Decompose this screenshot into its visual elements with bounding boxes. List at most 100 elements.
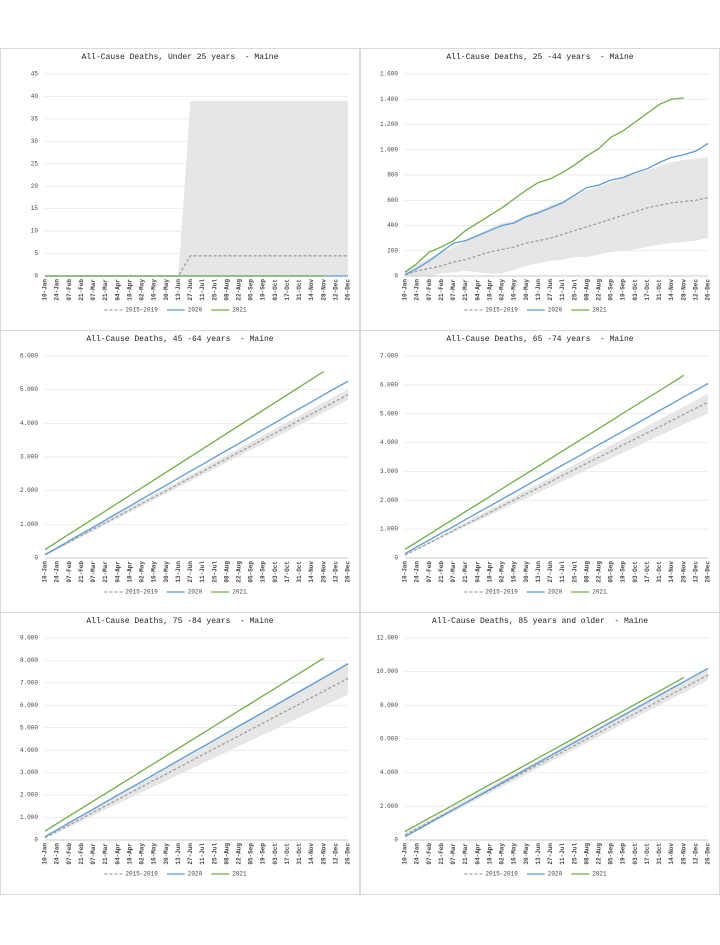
- y-tick-label: 4.000: [20, 747, 38, 754]
- legend-label: 2020: [548, 871, 563, 878]
- y-tick-label: 0: [394, 555, 398, 562]
- x-tick-label: 28-Nov: [320, 561, 327, 583]
- x-tick-label: 02-May: [139, 279, 146, 301]
- y-tick-label: 0: [34, 555, 38, 562]
- series-line: [404, 676, 685, 833]
- x-tick-label: 12-Dec: [332, 279, 339, 301]
- x-tick-label: 30-May: [163, 843, 170, 865]
- y-tick-label: 0: [34, 273, 38, 280]
- x-tick-label: 21-Feb: [438, 843, 445, 865]
- x-tick-label: 26-Dec: [345, 561, 352, 583]
- x-tick-label: 14-Nov: [308, 279, 315, 301]
- y-tick-label: 6.000: [20, 353, 38, 360]
- legend-label: 2021: [592, 589, 607, 596]
- x-tick-label: 16-May: [511, 279, 518, 301]
- series-line: [44, 663, 349, 838]
- x-tick-label: 03-Oct: [272, 843, 279, 865]
- x-tick-label: 14-Nov: [308, 843, 315, 865]
- y-tick-label: 1.200: [380, 121, 398, 128]
- legend-label: 2020: [548, 307, 563, 314]
- x-tick-label: 21-Feb: [78, 561, 85, 583]
- y-tick-label: 4.000: [380, 769, 398, 776]
- x-tick-label: 05-Sep: [248, 279, 255, 301]
- y-tick-label: 3.000: [380, 468, 398, 475]
- x-tick-label: 10-Jan: [42, 561, 49, 583]
- y-tick-label: 5.000: [380, 410, 398, 417]
- legend-label: 2015-2019: [485, 871, 518, 878]
- series-line: [44, 380, 349, 556]
- x-tick-label: 02-May: [139, 561, 146, 583]
- x-tick-label: 14-Nov: [668, 561, 675, 583]
- chart-title: All-Cause Deaths, 45 -64 years - Maine: [86, 335, 273, 344]
- x-tick-label: 24-Jan: [414, 561, 421, 583]
- x-tick-label: 16-May: [151, 843, 158, 865]
- x-tick-label: 24-Jan: [414, 279, 421, 301]
- y-tick-label: 1.600: [380, 71, 398, 78]
- range-band: [405, 393, 708, 556]
- y-tick-label: 10.000: [376, 668, 398, 675]
- x-tick-label: 26-Dec: [705, 843, 712, 865]
- x-tick-label: 11-Jul: [199, 279, 206, 301]
- x-tick-label: 02-May: [499, 279, 506, 301]
- y-tick-label: 35: [31, 115, 39, 122]
- x-tick-label: 21-Mar: [102, 561, 109, 583]
- legend-label: 2021: [232, 307, 247, 314]
- y-tick-label: 3.000: [20, 454, 38, 461]
- series-line: [404, 401, 709, 556]
- y-tick-label: 8.000: [380, 702, 398, 709]
- x-tick-label: 21-Feb: [78, 843, 85, 865]
- y-tick-label: 5: [34, 250, 38, 257]
- x-tick-label: 21-Mar: [102, 843, 109, 865]
- x-tick-label: 10-Jan: [402, 843, 409, 865]
- x-tick-label: 17-Oct: [284, 843, 291, 865]
- y-tick-label: 30: [31, 138, 39, 145]
- y-tick-label: 1.400: [380, 96, 398, 103]
- x-tick-label: 21-Feb: [78, 279, 85, 301]
- x-tick-label: 04-Apr: [114, 279, 121, 301]
- y-tick-label: 5.000: [20, 724, 38, 731]
- x-tick-label: 10-Jan: [42, 843, 49, 865]
- chart-title: All-Cause Deaths, Under 25 years - Maine: [82, 53, 279, 62]
- y-tick-label: 800: [387, 172, 398, 179]
- chart-panel: All-Cause Deaths, 75 -84 years - Maine01…: [0, 612, 360, 895]
- x-tick-label: 31-Oct: [296, 279, 303, 301]
- series-line: [404, 382, 709, 555]
- x-tick-label: 28-Nov: [320, 279, 327, 301]
- y-tick-label: 2.000: [20, 792, 38, 799]
- x-tick-label: 11-Jul: [199, 561, 206, 583]
- x-tick-label: 12-Dec: [332, 561, 339, 583]
- y-tick-label: 600: [387, 197, 398, 204]
- x-tick-label: 12-Dec: [332, 843, 339, 865]
- x-tick-label: 12-Dec: [692, 843, 699, 865]
- x-tick-label: 17-Oct: [644, 279, 651, 301]
- x-tick-label: 31-Oct: [656, 561, 663, 583]
- x-tick-label: 19-Sep: [620, 843, 627, 865]
- x-tick-label: 10-Jan: [402, 279, 409, 301]
- x-tick-label: 26-Dec: [345, 843, 352, 865]
- x-tick-label: 22-Aug: [595, 843, 602, 865]
- y-tick-label: 0: [394, 273, 398, 280]
- x-tick-label: 19-Sep: [620, 561, 627, 583]
- y-tick-label: 200: [387, 247, 398, 254]
- x-tick-label: 07-Mar: [450, 279, 457, 301]
- y-tick-label: 20: [31, 183, 39, 190]
- legend-label: 2021: [232, 589, 247, 596]
- range-band: [45, 100, 348, 276]
- x-tick-label: 02-May: [499, 843, 506, 865]
- y-tick-label: 2.000: [380, 803, 398, 810]
- x-tick-label: 28-Nov: [680, 843, 687, 865]
- x-tick-label: 27-Jun: [547, 561, 554, 583]
- x-tick-label: 05-Sep: [608, 561, 615, 583]
- x-tick-label: 14-Nov: [668, 843, 675, 865]
- x-tick-label: 05-Sep: [248, 843, 255, 865]
- x-tick-label: 04-Apr: [114, 843, 121, 865]
- x-tick-label: 16-May: [151, 561, 158, 583]
- x-tick-label: 14-Nov: [308, 561, 315, 583]
- x-tick-label: 30-May: [163, 279, 170, 301]
- series-line: [44, 394, 349, 556]
- x-tick-label: 21-Feb: [438, 561, 445, 583]
- panel-border: [0, 612, 360, 895]
- x-tick-label: 07-Feb: [66, 561, 73, 583]
- x-tick-label: 02-May: [139, 843, 146, 865]
- y-tick-label: 1.000: [380, 146, 398, 153]
